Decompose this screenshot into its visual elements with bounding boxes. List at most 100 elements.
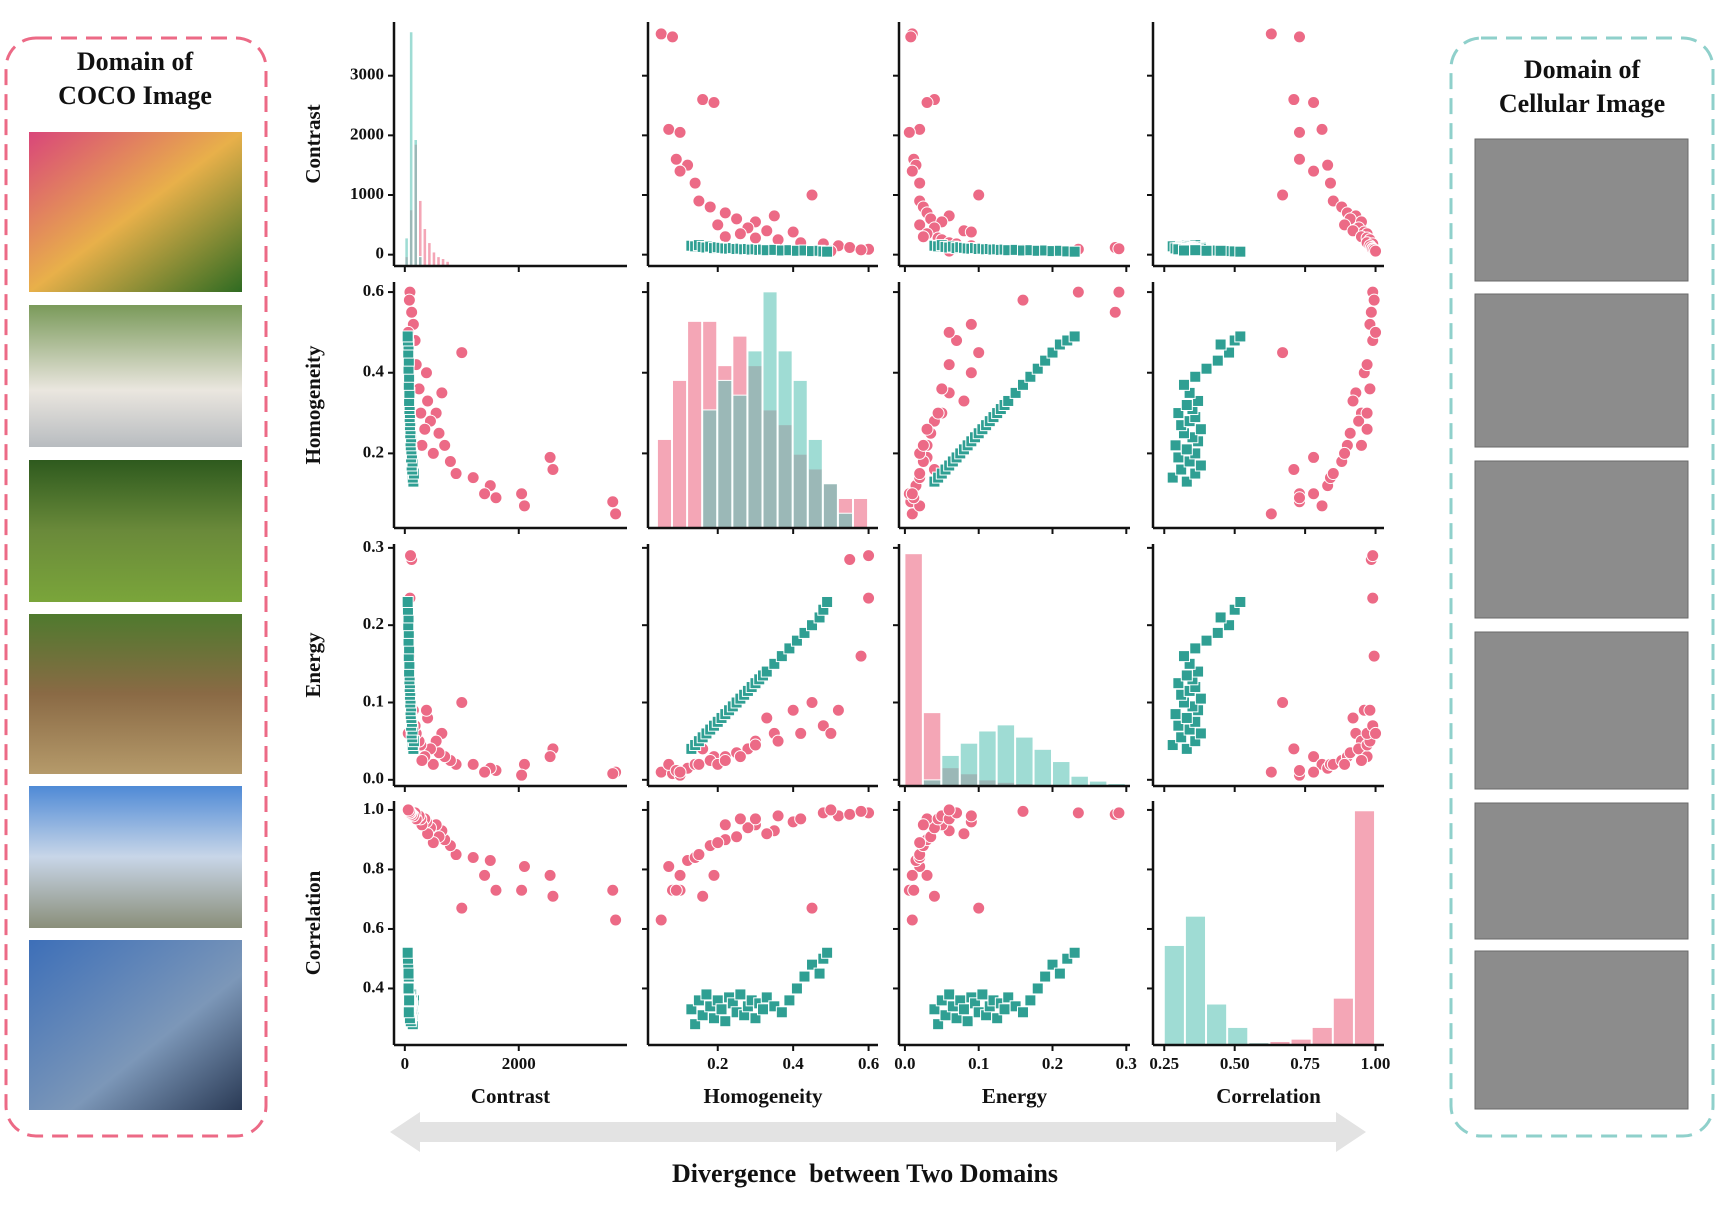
point [1180, 742, 1193, 755]
point [1180, 669, 1193, 682]
point [907, 883, 921, 897]
point [718, 753, 732, 767]
point [950, 333, 964, 347]
point [1068, 330, 1081, 343]
y-tick-label: 0 [376, 244, 385, 263]
histogram-bar [436, 256, 441, 267]
x-tick-label: 0.4 [783, 1054, 805, 1073]
point [1211, 354, 1224, 367]
point [1346, 394, 1360, 408]
point [478, 868, 492, 882]
point [749, 1012, 762, 1025]
point [916, 438, 930, 452]
point [1315, 499, 1329, 513]
point [1234, 595, 1247, 608]
point [768, 657, 781, 670]
point [401, 330, 414, 343]
point [1360, 358, 1374, 372]
point [426, 757, 440, 771]
point [760, 711, 774, 725]
histogram-bar [427, 242, 432, 267]
point [972, 901, 986, 915]
point [783, 994, 796, 1007]
histogram-bar [1227, 1026, 1249, 1046]
x-axis-label: Homogeneity [704, 1084, 823, 1108]
point [449, 467, 463, 481]
point [1016, 1006, 1029, 1019]
point [1169, 439, 1182, 452]
point [757, 1003, 769, 1016]
x-tick-label: 0.6 [858, 1054, 879, 1073]
point [1031, 982, 1044, 995]
point [1315, 122, 1329, 136]
point [1200, 244, 1213, 257]
point [821, 595, 834, 608]
point [606, 767, 620, 781]
point [813, 967, 826, 980]
point [1009, 386, 1022, 399]
point [1234, 245, 1247, 258]
y-axis-label: Energy [301, 632, 325, 698]
point [1223, 346, 1236, 359]
point [707, 96, 721, 110]
point [688, 176, 702, 190]
histogram-bar [1163, 944, 1185, 1046]
histogram-bar [959, 742, 979, 787]
point [515, 487, 529, 501]
point [767, 209, 781, 223]
point [1016, 804, 1030, 818]
point [689, 1018, 702, 1031]
point [673, 868, 687, 882]
point [905, 487, 919, 501]
point [843, 552, 857, 566]
point [666, 30, 680, 44]
point [964, 225, 978, 239]
point [1016, 378, 1029, 391]
x-tick-label: 1.00 [1361, 1054, 1391, 1073]
point [913, 836, 927, 850]
point [798, 970, 811, 983]
point [748, 231, 762, 245]
point [692, 848, 706, 862]
point [478, 487, 492, 501]
point [1307, 96, 1321, 110]
point [404, 549, 418, 563]
point [1071, 806, 1085, 820]
point [1364, 305, 1378, 319]
point [905, 868, 919, 882]
point [466, 851, 480, 865]
point [711, 218, 725, 232]
point [932, 1018, 945, 1031]
point [718, 206, 732, 220]
point [1338, 446, 1352, 460]
point [913, 218, 927, 232]
point [402, 967, 415, 980]
point [741, 821, 755, 835]
point [1369, 726, 1383, 740]
point [831, 703, 845, 717]
point [402, 1006, 415, 1019]
point [964, 366, 978, 380]
point [1024, 370, 1037, 383]
histogram-bar [792, 379, 808, 529]
coco-image [29, 305, 242, 447]
point [654, 27, 668, 41]
point [771, 809, 785, 823]
y-tick-label: 3000 [350, 65, 384, 84]
point [1354, 438, 1368, 452]
point [1180, 443, 1193, 456]
point [905, 164, 919, 178]
point [1307, 750, 1321, 764]
histogram-bar [807, 438, 823, 529]
point [786, 703, 800, 717]
point [515, 768, 529, 782]
point [517, 859, 531, 873]
point [1366, 549, 1380, 563]
point [816, 719, 830, 733]
point [718, 230, 732, 244]
point [401, 803, 415, 817]
point [718, 818, 732, 832]
point [821, 946, 834, 959]
x-tick-label: 0 [401, 1054, 410, 1073]
point [405, 305, 419, 319]
